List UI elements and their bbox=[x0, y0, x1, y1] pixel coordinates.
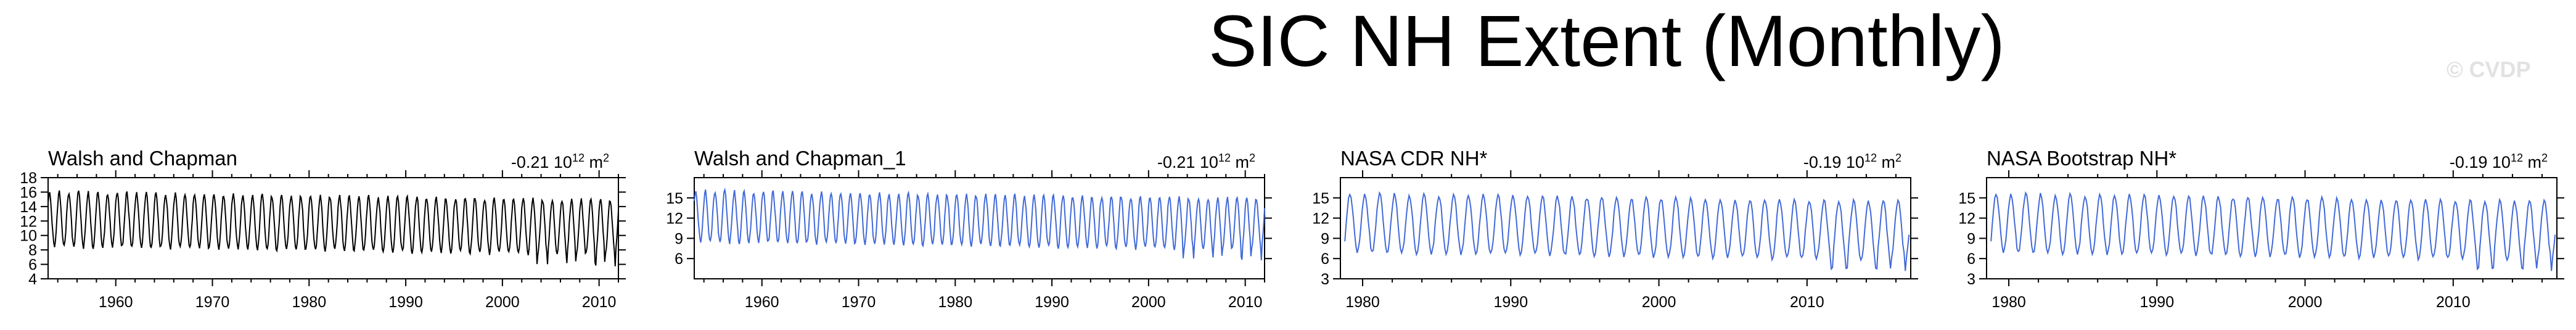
chart-svg: 1980 1990 2000 2010 3 6 9 12 15 bbox=[1958, 170, 2564, 311]
trend-unit: m bbox=[1235, 153, 1249, 171]
trend-label: -0.21 1012 m2 bbox=[511, 152, 609, 172]
chart-svg: 1960 1970 1980 1990 2000 2010 6 9 12 15 bbox=[666, 170, 1272, 311]
trend-exp: 12 bbox=[2510, 152, 2523, 164]
trend-unit-exp: 2 bbox=[2541, 152, 2548, 164]
series-line bbox=[1344, 191, 1910, 271]
x-tick-label: 1980 bbox=[292, 294, 326, 311]
trend-label: -0.19 1012 m2 bbox=[1803, 152, 1901, 172]
x-tick-label: 2000 bbox=[2288, 294, 2323, 311]
x-tick-label: 1970 bbox=[842, 294, 876, 311]
x-tick-label: 2000 bbox=[1131, 294, 1166, 311]
trend-label: -0.21 1012 m2 bbox=[1157, 152, 1255, 172]
trend-base: 10 bbox=[553, 153, 572, 171]
figure-title: SIC NH Extent (Monthly) bbox=[1208, 1, 2005, 82]
y-tick-label: 6 bbox=[675, 250, 683, 268]
trend-unit-exp: 2 bbox=[602, 152, 609, 164]
chart-title: Walsh and Chapman_1 bbox=[694, 147, 906, 170]
series-line bbox=[1990, 191, 2556, 271]
x-tick-label: 1970 bbox=[195, 294, 230, 311]
y-tick-label: 18 bbox=[20, 170, 37, 187]
x-tick-label: 2010 bbox=[1790, 294, 1824, 311]
trend-unit-exp: 2 bbox=[1895, 152, 1901, 164]
plot-frame bbox=[1986, 177, 2558, 279]
x-tick-label: 1980 bbox=[1345, 294, 1380, 311]
chart-title: NASA Bootstrap NH* bbox=[1987, 147, 2177, 170]
x-tick-label: 1980 bbox=[1991, 294, 2026, 311]
trend-unit-exp: 2 bbox=[1249, 152, 1255, 164]
y-tick-label: 15 bbox=[666, 190, 683, 207]
y-tick-label: 6 bbox=[1321, 250, 1329, 268]
y-tick-label: 12 bbox=[20, 213, 37, 230]
x-tick-label: 1980 bbox=[938, 294, 972, 311]
trend-value: -0.21 bbox=[511, 153, 549, 171]
plot-frame bbox=[694, 177, 1265, 279]
y-tick-label: 14 bbox=[20, 199, 37, 216]
y-tick-label: 3 bbox=[1967, 271, 1975, 288]
x-tick-label: 2000 bbox=[1642, 294, 1676, 311]
trend-exp: 12 bbox=[572, 152, 585, 164]
x-tick-label: 2000 bbox=[485, 294, 520, 311]
y-tick-label: 12 bbox=[1958, 210, 1975, 228]
y-tick-label: 9 bbox=[1321, 230, 1329, 247]
trend-unit: m bbox=[2527, 153, 2541, 171]
chart-title: Walsh and Chapman bbox=[48, 147, 237, 170]
x-tick-label: 1990 bbox=[1035, 294, 1069, 311]
trend-value: -0.19 bbox=[2449, 153, 2488, 171]
plot-frame bbox=[47, 177, 619, 279]
trend-base: 10 bbox=[1845, 153, 1864, 171]
trend-exp: 12 bbox=[1864, 152, 1877, 164]
x-tick-label: 2010 bbox=[582, 294, 617, 311]
x-tick-label: 2010 bbox=[1228, 294, 1263, 311]
y-tick-label: 8 bbox=[28, 242, 37, 259]
trend-base: 10 bbox=[1199, 153, 1218, 171]
trend-exp: 12 bbox=[1218, 152, 1231, 164]
trend-label: -0.19 1012 m2 bbox=[2450, 152, 2548, 172]
y-tick-label: 16 bbox=[20, 184, 37, 201]
chart-title: NASA CDR NH* bbox=[1340, 147, 1488, 170]
chart-panel-nasa-cdr: 1980 1990 2000 2010 3 6 9 12 15 NASA CDR NH* -0.… bbox=[1297, 141, 1918, 326]
plot-frame bbox=[1340, 177, 1911, 279]
y-tick-label: 6 bbox=[28, 257, 37, 274]
cvdp-watermark: © CVDP bbox=[2447, 57, 2531, 82]
trend-value: -0.21 bbox=[1157, 153, 1196, 171]
y-tick-label: 4 bbox=[28, 271, 37, 288]
y-tick-label: 9 bbox=[675, 230, 683, 247]
x-tick-label: 1960 bbox=[99, 294, 133, 311]
y-tick-label: 10 bbox=[20, 228, 37, 245]
series-line bbox=[47, 190, 619, 266]
x-tick-label: 1990 bbox=[1493, 294, 1528, 311]
x-tick-label: 1990 bbox=[2139, 294, 2174, 311]
trend-value: -0.19 bbox=[1803, 153, 1842, 171]
x-tick-label: 1990 bbox=[388, 294, 423, 311]
chart-panel-walsh-chapman: 1960 1970 1980 1990 2000 2010 4 6 8 10 12 14 16 18 Wa… bbox=[5, 141, 626, 326]
y-tick-label: 15 bbox=[1312, 190, 1329, 207]
y-tick-label: 9 bbox=[1967, 230, 1975, 247]
x-tick-label: 1960 bbox=[745, 294, 779, 311]
y-tick-label: 12 bbox=[1312, 210, 1329, 228]
trend-unit: m bbox=[589, 153, 603, 171]
y-tick-label: 6 bbox=[1967, 250, 1975, 268]
y-tick-label: 3 bbox=[1321, 271, 1329, 288]
trend-base: 10 bbox=[2492, 153, 2511, 171]
chart-svg: 1980 1990 2000 2010 3 6 9 12 15 bbox=[1312, 170, 1918, 311]
x-tick-label: 2010 bbox=[2436, 294, 2471, 311]
y-tick-label: 15 bbox=[1958, 190, 1975, 207]
chart-panel-nasa-bootstrap: 1980 1990 2000 2010 3 6 9 12 15 NASA Bootstrap N… bbox=[1943, 141, 2564, 326]
trend-unit: m bbox=[1881, 153, 1895, 171]
series-line bbox=[694, 188, 1265, 261]
chart-panel-walsh-chapman-1: 1960 1970 1980 1990 2000 2010 6 9 12 15 Walsh and… bbox=[651, 141, 1272, 326]
y-tick-label: 12 bbox=[666, 210, 683, 228]
